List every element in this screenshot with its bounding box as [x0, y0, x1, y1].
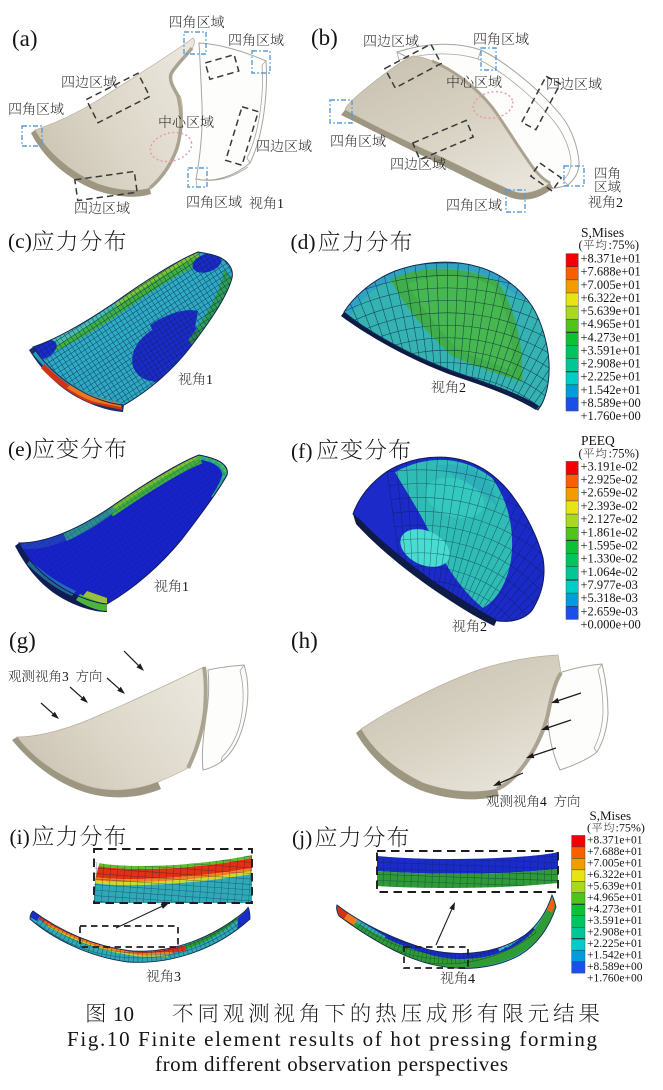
- svg-text:+5.639e+01: +5.639e+01: [587, 881, 643, 893]
- svg-text:+7.977e-03: +7.977e-03: [581, 578, 638, 592]
- svg-text:+2.393e-02: +2.393e-02: [581, 499, 638, 513]
- svg-text::75%): :75%): [616, 821, 645, 835]
- svg-text:PEEQ: PEEQ: [581, 433, 615, 448]
- svg-text:+2.225e+01: +2.225e+01: [587, 938, 643, 950]
- svg-text:+7.005e+01: +7.005e+01: [587, 858, 643, 870]
- svg-text:1: 1: [206, 373, 213, 388]
- svg-text:+8.371e+01: +8.371e+01: [581, 252, 641, 266]
- svg-text:+4.965e+01: +4.965e+01: [587, 892, 643, 904]
- svg-text:Fig.10 Finite element results: Fig.10 Finite element results of hot pre…: [67, 1027, 598, 1051]
- svg-text:2: 2: [480, 620, 487, 635]
- svg-text:+2.225e+01: +2.225e+01: [581, 370, 641, 384]
- svg-text:+2.127e-02: +2.127e-02: [581, 512, 638, 526]
- svg-text:(j): (j): [292, 826, 312, 850]
- svg-text:+1.760e+00: +1.760e+00: [581, 409, 641, 423]
- svg-text:1: 1: [182, 580, 189, 595]
- svg-text:S,Mises: S,Mises: [590, 808, 632, 823]
- svg-text:+3.191e-02: +3.191e-02: [581, 459, 638, 473]
- svg-text:(: (: [579, 238, 583, 252]
- svg-text:from different observation per: from different observation perspectives: [155, 1052, 508, 1076]
- svg-text:+1.330e-02: +1.330e-02: [581, 552, 638, 566]
- svg-text:4: 4: [540, 794, 547, 809]
- svg-text:(h): (h): [291, 628, 318, 653]
- svg-text:1: 1: [277, 197, 284, 212]
- svg-text:+2.908e+01: +2.908e+01: [587, 927, 643, 939]
- svg-text::75%): :75%): [609, 447, 640, 461]
- svg-text:+7.005e+01: +7.005e+01: [581, 278, 641, 292]
- svg-text:+1.861e-02: +1.861e-02: [581, 525, 638, 539]
- svg-text:3: 3: [62, 669, 69, 684]
- svg-text:+1.542e+01: +1.542e+01: [581, 383, 641, 397]
- svg-text:+1.542e+01: +1.542e+01: [587, 949, 643, 961]
- svg-text:+5.639e+01: +5.639e+01: [581, 304, 641, 318]
- svg-text:(e): (e): [8, 437, 32, 461]
- svg-text:+1.760e+00: +1.760e+00: [587, 972, 643, 984]
- svg-text:+3.591e+01: +3.591e+01: [581, 343, 641, 357]
- svg-text:+0.000e+00: +0.000e+00: [581, 617, 641, 631]
- svg-text:+7.688e+01: +7.688e+01: [587, 846, 643, 858]
- svg-text:(c): (c): [8, 229, 32, 253]
- svg-text:+4.965e+01: +4.965e+01: [581, 317, 641, 331]
- svg-text:+8.589e+00: +8.589e+00: [581, 396, 641, 410]
- svg-text:+4.273e+01: +4.273e+01: [587, 904, 643, 916]
- svg-text:(g): (g): [9, 628, 36, 653]
- svg-text:2: 2: [616, 196, 623, 211]
- svg-text:(b): (b): [311, 25, 338, 50]
- svg-text:4: 4: [468, 972, 475, 987]
- svg-text:+2.659e-03: +2.659e-03: [581, 604, 638, 618]
- svg-text:10: 10: [113, 1002, 134, 1026]
- svg-text:+8.371e+01: +8.371e+01: [587, 835, 643, 847]
- svg-text:+8.589e+00: +8.589e+00: [587, 961, 643, 973]
- svg-text:S,Mises: S,Mises: [581, 225, 624, 240]
- svg-text:(f): (f): [291, 439, 312, 463]
- svg-text:+1.595e-02: +1.595e-02: [581, 538, 638, 552]
- svg-text:+6.322e+01: +6.322e+01: [587, 869, 643, 881]
- svg-text:+6.322e+01: +6.322e+01: [581, 291, 641, 305]
- svg-text:+1.064e-02: +1.064e-02: [581, 565, 638, 579]
- svg-text:+7.688e+01: +7.688e+01: [581, 265, 641, 279]
- svg-text:(: (: [579, 447, 583, 461]
- svg-text:+2.659e-02: +2.659e-02: [581, 486, 638, 500]
- svg-text:+2.908e+01: +2.908e+01: [581, 357, 641, 371]
- svg-text:+3.591e+01: +3.591e+01: [587, 915, 643, 927]
- svg-text:+2.925e-02: +2.925e-02: [581, 473, 638, 487]
- svg-text:+4.273e+01: +4.273e+01: [581, 330, 641, 344]
- svg-text::75%): :75%): [609, 238, 640, 252]
- svg-text:(: (: [587, 821, 591, 835]
- svg-text:2: 2: [459, 381, 466, 396]
- svg-text:(a): (a): [12, 26, 38, 51]
- svg-text:(d): (d): [291, 230, 316, 254]
- svg-text:+5.318e-03: +5.318e-03: [581, 591, 638, 605]
- svg-text:3: 3: [174, 970, 181, 985]
- svg-text:(i): (i): [10, 825, 30, 849]
